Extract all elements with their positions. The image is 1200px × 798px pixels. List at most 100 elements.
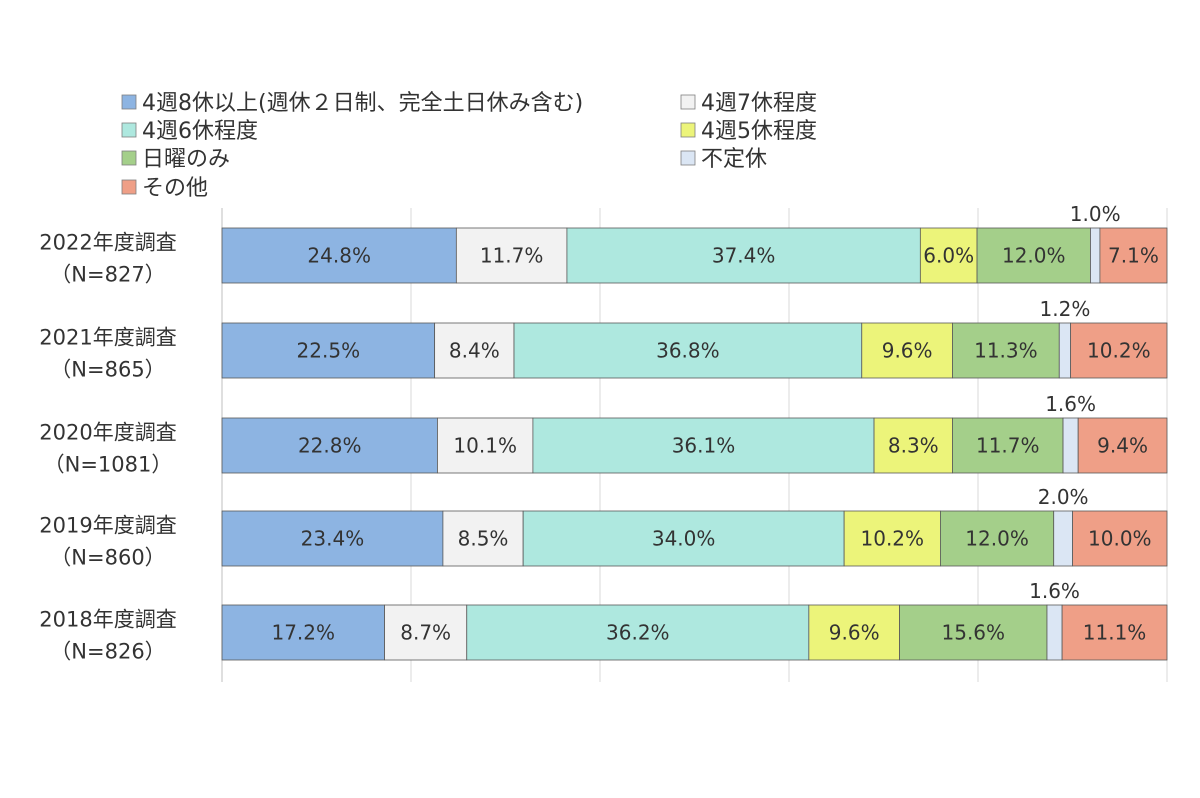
data-label: 10.2% — [861, 527, 925, 551]
data-label: 23.4% — [301, 527, 365, 551]
legend-label: 日曜のみ — [142, 147, 230, 172]
data-label: 11.1% — [1083, 621, 1147, 645]
bar-segment — [532, 417, 875, 474]
category-label: 2019年度調査 — [39, 514, 176, 538]
bar-segment — [1070, 322, 1168, 379]
legend-label: 4週6休程度 — [142, 119, 258, 144]
legend-item: 日曜のみ — [121, 147, 230, 172]
bar-segment — [976, 227, 1091, 284]
bar-segment — [221, 227, 457, 284]
data-label: 7.1% — [1108, 244, 1159, 268]
legend-label: その他 — [142, 176, 208, 201]
data-label: 8.4% — [449, 339, 500, 363]
category-labels: 2022年度調査 （N=827） 2021年度調査 （N=865） 2020年度調査 （N… — [39, 231, 176, 664]
bar-segment — [221, 417, 438, 474]
bar-segment — [952, 322, 1060, 379]
data-label: 1.6% — [1029, 579, 1080, 603]
bar-segment — [1090, 227, 1101, 284]
data-label: 22.8% — [298, 434, 362, 458]
legend-item: 4週5休程度 — [680, 119, 817, 144]
data-label: 37.4% — [712, 244, 776, 268]
data-label: 17.2% — [271, 621, 335, 645]
data-label: 9.6% — [829, 621, 880, 645]
bar-segment — [1046, 604, 1063, 661]
bar-segment — [940, 510, 1055, 567]
category-n-label: （N=865） — [50, 358, 165, 382]
data-label: 1.2% — [1040, 297, 1091, 321]
bar-segment — [861, 322, 953, 379]
bar-segment — [442, 510, 524, 567]
data-label: 10.2% — [1087, 339, 1151, 363]
bar-segment — [873, 417, 953, 474]
legend: 4週8休以上(週休２日制、完全土日休み含む) 4週7休程度 4週6休程度 4週5休程度… — [121, 91, 817, 201]
bar-segment — [899, 604, 1048, 661]
data-label: 8.7% — [400, 621, 451, 645]
bar-segment — [513, 322, 863, 379]
data-label: 9.6% — [882, 339, 933, 363]
data-label: 10.1% — [453, 434, 517, 458]
legend-item: 4週6休程度 — [121, 119, 258, 144]
data-label: 36.2% — [606, 621, 670, 645]
category-label: 2018年度調査 — [39, 608, 176, 632]
data-label: 12.0% — [1002, 244, 1066, 268]
bar-segment — [522, 510, 845, 567]
category-label: 2021年度調査 — [39, 326, 176, 350]
category-n-label: （N=860） — [50, 546, 165, 570]
data-label: 24.8% — [307, 244, 371, 268]
data-label: 11.7% — [480, 244, 544, 268]
legend-label: 不定休 — [701, 147, 767, 172]
bar-segment — [221, 322, 436, 379]
bar-segment — [221, 510, 444, 567]
legend-label: 4週7休程度 — [701, 91, 817, 116]
legend-swatch — [680, 94, 696, 110]
bar-segment — [1072, 510, 1168, 567]
legend-swatch — [121, 122, 137, 138]
bar-segment — [919, 227, 978, 284]
bar-segment — [1062, 417, 1079, 474]
category-n-label: （N=1081） — [44, 453, 173, 477]
bar-segment — [952, 417, 1064, 474]
legend-swatch — [121, 150, 137, 166]
legend-item: 不定休 — [680, 147, 767, 172]
data-label: 22.5% — [297, 339, 361, 363]
category-n-label: （N=826） — [50, 640, 165, 664]
data-label: 8.3% — [888, 434, 939, 458]
legend-item: その他 — [121, 176, 208, 201]
bar-segment — [437, 417, 534, 474]
category-label: 2022年度調査 — [39, 231, 176, 255]
data-label: 2.0% — [1038, 485, 1089, 509]
bar-segment — [843, 510, 941, 567]
data-label: 1.6% — [1045, 392, 1096, 416]
legend-item: 4週8休以上(週休２日制、完全土日休み含む) — [121, 91, 583, 116]
category-label: 2020年度調査 — [39, 421, 176, 445]
data-label: 11.7% — [976, 434, 1040, 458]
data-label: 1.0% — [1070, 202, 1121, 226]
legend-label: 4週8休以上(週休２日制、完全土日休み含む) — [142, 91, 583, 116]
data-label: 8.5% — [458, 527, 509, 551]
data-label: 9.4% — [1097, 434, 1148, 458]
bar-segment — [1061, 604, 1168, 661]
legend-swatch — [680, 122, 696, 138]
data-label: 36.1% — [672, 434, 736, 458]
data-label: 10.0% — [1088, 527, 1152, 551]
bar-segment — [384, 604, 468, 661]
bars — [221, 227, 1168, 661]
data-label: 11.3% — [974, 339, 1038, 363]
bar-segment — [1053, 510, 1073, 567]
bar-segment — [1077, 417, 1168, 474]
category-n-label: （N=827） — [50, 263, 165, 287]
bar-segment — [808, 604, 900, 661]
bar-segment — [221, 604, 385, 661]
legend-swatch — [121, 179, 137, 195]
bar-segment — [434, 322, 515, 379]
legend-label: 4週5休程度 — [701, 119, 817, 144]
bar-segment — [1099, 227, 1168, 284]
data-label: 15.6% — [942, 621, 1006, 645]
bar-segment — [1058, 322, 1072, 379]
data-labels: 24.8% 11.7% 37.4% 6.0% 12.0%1.0%7.1%22.5% 8.4… — [271, 202, 1158, 645]
data-label: 34.0% — [652, 527, 716, 551]
legend-item: 4週7休程度 — [680, 91, 817, 116]
legend-swatch — [680, 150, 696, 166]
bar-segment — [566, 227, 921, 284]
